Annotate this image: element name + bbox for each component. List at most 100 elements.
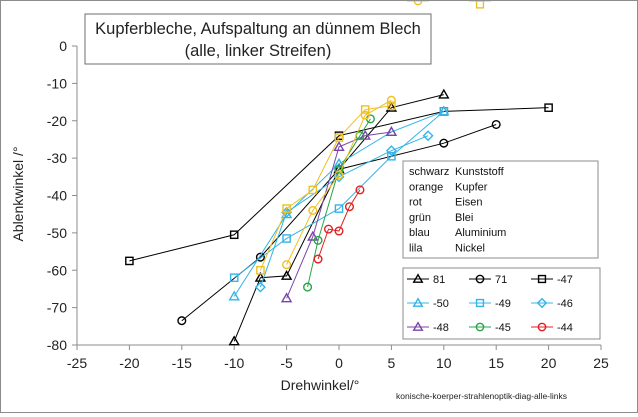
- x-tick-label: -10: [224, 355, 244, 371]
- chart-subtitle: (alle, linker Streifen): [185, 42, 332, 60]
- data-point: [491, 119, 501, 130]
- legend-entry--42: -42: [469, 0, 511, 9]
- legend-marker: [475, 0, 485, 9]
- y-tick-label: -20: [47, 113, 67, 129]
- legend-marker: [413, 0, 423, 6]
- series--44: [313, 185, 365, 264]
- legend-entry--45: -45: [469, 322, 511, 334]
- legend-label: -44: [557, 322, 573, 334]
- legend-label: -49: [495, 298, 511, 310]
- data-point: [360, 105, 370, 114]
- x-tick-label: 0: [335, 355, 343, 371]
- data-point: [344, 202, 355, 212]
- data-point: [422, 130, 434, 142]
- data-point: [385, 126, 398, 137]
- series-line: [233, 110, 444, 297]
- data-point: [282, 204, 291, 213]
- material-name-label: Kupfer: [455, 181, 488, 193]
- data-point: [334, 226, 344, 236]
- legend-label: 81: [433, 274, 445, 286]
- title-box: Kupferbleche, Aufspaltung an dünnem Blec…: [84, 13, 432, 65]
- series--49: [229, 107, 449, 283]
- legend-entry-81: 81: [407, 273, 445, 286]
- legend-marker: [412, 273, 424, 283]
- series-line: [286, 131, 392, 299]
- material-color-label: orange: [409, 181, 443, 193]
- data-point: [307, 230, 319, 241]
- x-tick-label: -5: [280, 355, 293, 371]
- data-point: [229, 273, 239, 283]
- data-point: [360, 110, 370, 120]
- legend-entry--48: -48: [407, 321, 449, 334]
- legend-marker: [537, 322, 547, 332]
- y-axis-label: Ablenkwinkel /°: [10, 146, 26, 241]
- data-point: [228, 290, 240, 301]
- legend-label: 71: [495, 274, 507, 286]
- material-name-label: Eisen: [455, 197, 483, 209]
- x-tick-label: -15: [172, 355, 192, 371]
- data-point: [334, 204, 344, 213]
- material-color-label: rot: [409, 197, 422, 209]
- y-tick-label: -50: [47, 225, 67, 241]
- data-point: [254, 281, 266, 293]
- data-point: [177, 316, 187, 326]
- data-point: [323, 224, 334, 234]
- legend-label: -47: [557, 274, 573, 286]
- legend-marker: [536, 297, 548, 309]
- legend-entry--49: -49: [469, 298, 511, 310]
- series-line: [233, 111, 445, 279]
- y-tick-label: -60: [47, 262, 67, 278]
- material-name-label: Nickel: [455, 243, 485, 255]
- chart-title: Kupferbleche, Aufspaltung an dünnem Blec…: [95, 20, 421, 38]
- data-point: [387, 101, 396, 111]
- data-point: [255, 252, 265, 262]
- material-name-label: Kunststoff: [455, 166, 505, 178]
- data-point: [313, 235, 323, 245]
- data-point: [439, 138, 449, 148]
- x-tick-label: 25: [593, 355, 609, 371]
- data-point: [254, 271, 267, 282]
- series-line: [259, 105, 392, 271]
- legend-entry--44: -44: [531, 322, 573, 334]
- y-tick-label: -40: [47, 188, 67, 204]
- data-point: [334, 170, 344, 180]
- series-line: [129, 107, 549, 262]
- legend-entry--47: -47: [531, 274, 573, 286]
- legend-label: -43: [433, 1, 449, 4]
- legend: 81 71 -47 -50 -49 -46 -48 -45 -44 -43 -42: [402, 0, 601, 340]
- legend-marker: [475, 274, 485, 284]
- data-point: [334, 164, 344, 174]
- series-line: [286, 99, 392, 265]
- data-point: [308, 185, 318, 195]
- legend-entry--43: -43: [407, 0, 449, 6]
- legend-label: -45: [495, 322, 511, 334]
- data-point: [333, 171, 345, 183]
- y-tick-label: -10: [47, 75, 67, 91]
- data-point: [282, 234, 291, 243]
- x-tick-label: 20: [541, 355, 557, 371]
- axes: -25 -20 -15 -10 -5 0 5 10 15 20 250-10-20-30-40-50…: [47, 38, 609, 371]
- data-point: [125, 256, 134, 266]
- data-point: [386, 95, 396, 105]
- legend-marker: [475, 322, 485, 332]
- data-point: [355, 185, 365, 195]
- series--43: [282, 95, 396, 270]
- data-point: [280, 269, 293, 280]
- legend-label: -42: [495, 1, 511, 4]
- legend-marker: [475, 298, 485, 308]
- x-tick-label: 5: [388, 355, 396, 371]
- legend-entry--50: -50: [407, 297, 449, 310]
- series--48: [280, 126, 398, 303]
- material-color-label: grün: [409, 212, 431, 224]
- data-point: [544, 103, 553, 112]
- data-point: [439, 107, 449, 116]
- legend-label: -46: [557, 298, 573, 310]
- legend-marker: [537, 274, 547, 284]
- material-color-label: schwarz: [409, 166, 449, 178]
- legend-label: -50: [433, 298, 449, 310]
- x-tick-label: -25: [67, 355, 87, 371]
- data-point: [333, 157, 345, 168]
- material-color-label: blau: [409, 227, 430, 239]
- series--46: [254, 130, 434, 293]
